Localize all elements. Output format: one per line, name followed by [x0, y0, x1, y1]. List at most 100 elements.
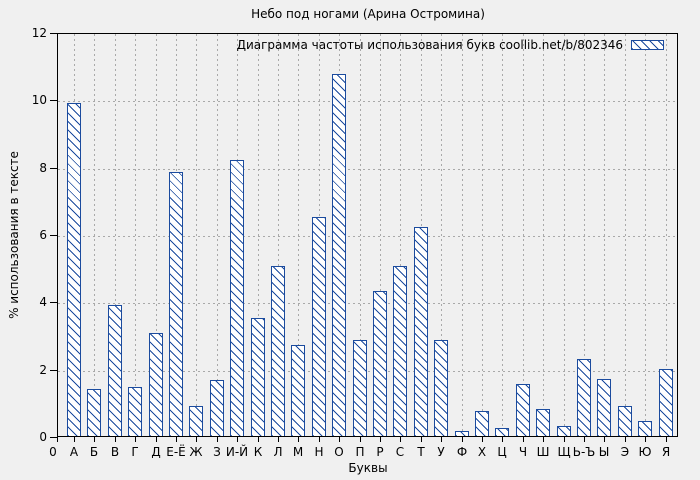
x-tick-label: Л [273, 445, 283, 459]
gridline-vertical [94, 34, 95, 436]
gridline-vertical [156, 34, 157, 436]
x-tick-mark [196, 437, 197, 442]
x-tick-label: Ц [497, 445, 507, 459]
gridline-vertical [584, 34, 585, 436]
x-tick-label: Х [477, 445, 487, 459]
legend-label: Диаграмма частоты использования букв coo… [236, 38, 623, 52]
x-origin-tick-mark [57, 437, 58, 442]
x-tick-mark [604, 437, 605, 442]
y-tick-mark [50, 100, 57, 101]
x-tick-label: Б [89, 445, 99, 459]
gridline-vertical [482, 34, 483, 436]
x-tick-mark [380, 437, 381, 442]
x-tick-label: К [253, 445, 263, 459]
x-tick-mark [258, 437, 259, 442]
plot-area: Диаграмма частоты использования букв coo… [57, 33, 678, 437]
x-tick-mark [564, 437, 565, 442]
bar-Ю [638, 421, 652, 436]
x-tick-label: Т [417, 445, 425, 459]
bar-Р [373, 291, 387, 436]
gridline-horizontal [58, 371, 677, 372]
x-tick-mark [319, 437, 320, 442]
x-tick-label: Ж [189, 445, 203, 459]
legend: Диаграмма частоты использования букв coo… [237, 37, 664, 53]
bar-Ш [536, 409, 550, 436]
x-tick-label: Я [661, 445, 671, 459]
bar-П [353, 340, 367, 436]
x-origin-tick-label: 0 [49, 445, 57, 459]
x-tick-label: Ф [456, 445, 468, 459]
x-axis-label: Буквы [348, 461, 388, 475]
x-tick-label: О [334, 445, 344, 459]
gridline-vertical [278, 34, 279, 436]
x-tick-label: В [110, 445, 120, 459]
y-tick-mark [50, 370, 57, 371]
gridline-horizontal [58, 236, 677, 237]
y-tick-mark [50, 33, 57, 34]
bar-А [67, 103, 81, 436]
gridline-vertical [564, 34, 565, 436]
gridline-vertical [441, 34, 442, 436]
x-tick-mark [666, 437, 667, 442]
x-tick-label: С [395, 445, 405, 459]
chart-title: Небо под ногами (Арина Остромина) [251, 7, 485, 21]
gridline-vertical [298, 34, 299, 436]
x-tick-label: И-Й [225, 445, 249, 459]
x-tick-mark [543, 437, 544, 442]
y-tick-mark [50, 302, 57, 303]
gridline-vertical [258, 34, 259, 436]
y-tick-label: 12 [31, 26, 47, 40]
bar-Л [271, 266, 285, 436]
x-tick-mark [176, 437, 177, 442]
x-tick-label: М [292, 445, 304, 459]
gridline-vertical [502, 34, 503, 436]
gridline-vertical [400, 34, 401, 436]
x-tick-mark [421, 437, 422, 442]
bar-И-Й [230, 160, 244, 436]
x-tick-label: П [355, 445, 365, 459]
x-tick-mark [482, 437, 483, 442]
gridline-vertical [625, 34, 626, 436]
x-tick-label: Е-Ё [166, 445, 186, 459]
x-tick-label: У [437, 445, 445, 459]
bar-О [332, 74, 346, 436]
gridline-vertical [462, 34, 463, 436]
gridline-horizontal [58, 169, 677, 170]
hatched-bar-sample-icon [631, 40, 664, 50]
x-tick-label: Щ [557, 445, 571, 459]
bar-М [291, 345, 305, 436]
gridline-vertical [604, 34, 605, 436]
y-tick-mark [50, 168, 57, 169]
y-tick-label: 6 [39, 228, 47, 242]
bar-Б [87, 389, 101, 436]
x-tick-mark [502, 437, 503, 442]
x-tick-mark [462, 437, 463, 442]
bar-Щ [557, 426, 571, 436]
x-tick-mark [360, 437, 361, 442]
x-tick-mark [339, 437, 340, 442]
y-tick-mark [50, 437, 57, 438]
gridline-vertical [135, 34, 136, 436]
x-tick-mark [156, 437, 157, 442]
x-tick-label: Р [376, 445, 384, 459]
x-tick-mark [645, 437, 646, 442]
y-tick-mark [50, 235, 57, 236]
x-tick-mark [74, 437, 75, 442]
gridline-vertical [115, 34, 116, 436]
x-tick-label: З [213, 445, 221, 459]
gridline-vertical [196, 34, 197, 436]
x-tick-label: Г [131, 445, 139, 459]
x-tick-mark [135, 437, 136, 442]
x-tick-label: Ч [518, 445, 528, 459]
y-tick-label: 0 [39, 430, 47, 444]
bar-Г [128, 387, 142, 436]
x-tick-label: Ш [536, 445, 550, 459]
x-tick-mark [94, 437, 95, 442]
bar-У [434, 340, 448, 436]
gridline-vertical [645, 34, 646, 436]
x-tick-mark [237, 437, 238, 442]
bar-Д [149, 333, 163, 436]
x-tick-mark [217, 437, 218, 442]
x-tick-label: Ы [598, 445, 610, 459]
bar-Е-Ё [169, 172, 183, 436]
